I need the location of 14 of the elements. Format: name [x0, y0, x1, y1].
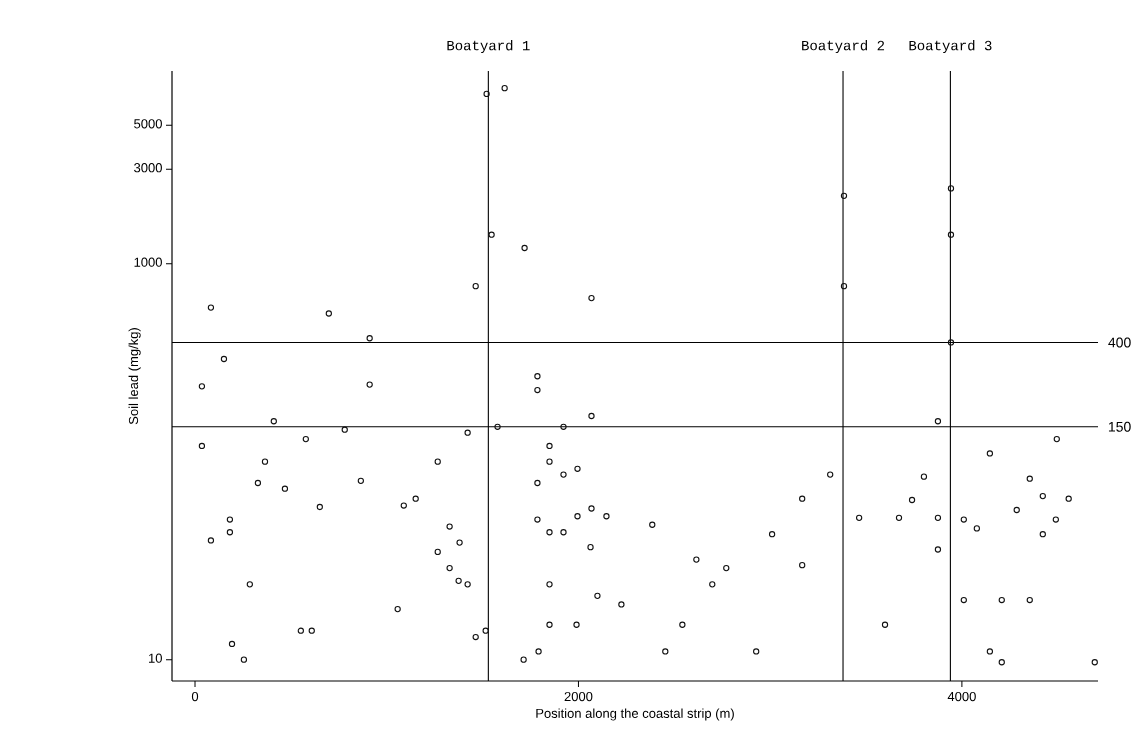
ref-line-label: Boatyard 3 [909, 40, 992, 54]
x-tick-label: 4000 [947, 691, 976, 702]
y-tick-label: 5000 [134, 119, 162, 129]
y-tick-label: 3000 [134, 163, 162, 173]
y-tick-label: 1000 [134, 257, 162, 267]
ref-line-label: Boatyard 1 [447, 40, 530, 54]
ref-line-label: 150 [1108, 421, 1131, 432]
x-tick-label: 2000 [564, 691, 593, 702]
x-tick-label: 0 [191, 691, 199, 702]
ref-line-label: 400 [1108, 337, 1131, 348]
ref-line-label: Boatyard 2 [802, 40, 885, 54]
y-tick-label: 10 [149, 653, 162, 663]
x-axis-title: Position along the coastal strip (m) [536, 708, 734, 721]
y-axis-title: Soil lead (mg/kg) [128, 328, 141, 425]
